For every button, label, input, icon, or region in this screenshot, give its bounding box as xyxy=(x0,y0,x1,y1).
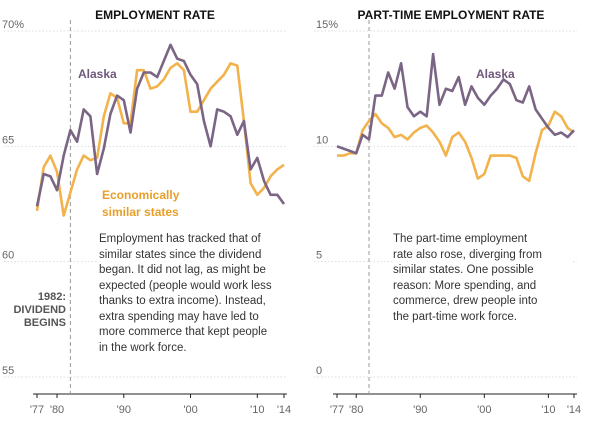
annotation-line: Employment has tracked that of xyxy=(99,233,261,245)
employment-annotation: Employment has tracked that of similar s… xyxy=(99,232,299,356)
similar-states-line xyxy=(337,110,575,183)
marker-label-line-1: 1982: xyxy=(38,291,66,303)
annotation-line: the part-time work force. xyxy=(393,310,517,323)
y-tick-label: 55 xyxy=(2,365,14,377)
x-tick-label: '77 xyxy=(30,404,44,416)
y-tick-label: 15% xyxy=(316,19,338,31)
alaska-series-label: Alaska xyxy=(476,67,515,81)
annotation-line: extra spending may have led to xyxy=(99,310,259,323)
chart-title: EMPLOYMENT RATE xyxy=(95,8,215,22)
x-tick-label: '80 xyxy=(50,404,64,416)
annotation-line: expected (people would work less xyxy=(99,279,272,292)
y-tick-label: 60 xyxy=(2,250,14,262)
x-tick-label: '14 xyxy=(567,404,581,416)
y-tick-labels: 0 5 10 15% xyxy=(316,19,338,377)
marker-label-line-3: BEGINS xyxy=(24,317,66,329)
y-tick-label: 70% xyxy=(2,19,24,31)
annotation-line: in the work force. xyxy=(99,341,187,354)
similar-states-label-line-2: similar states xyxy=(102,205,179,219)
annotation-line: similar states since the dividend xyxy=(99,248,262,261)
annotation-line: began. It did not lag, as might be xyxy=(99,264,266,276)
y-tick-label: 65 xyxy=(2,134,14,146)
alaska-series-label: Alaska xyxy=(78,67,117,81)
x-tick-label: '10 xyxy=(250,404,264,416)
annotation-line: commerce, drew people into xyxy=(393,295,538,307)
x-tick-label: '00 xyxy=(183,404,197,416)
x-tick-labels: '77 '80 '90 '00 '10 '14 xyxy=(330,393,581,416)
y-tick-label: 10 xyxy=(316,134,328,146)
chart-title: PART-TIME EMPLOYMENT RATE xyxy=(358,8,545,22)
x-tick-label: '90 xyxy=(117,404,131,416)
part-time-annotation: The part-time employment rate also rose,… xyxy=(393,232,573,325)
x-tick-label: '10 xyxy=(541,404,555,416)
x-tick-label: '00 xyxy=(477,404,491,416)
annotation-line: The part-time employment xyxy=(393,233,528,245)
annotation-line: thanks to extra income). Instead, xyxy=(99,295,266,307)
annotation-line: reason: More spending, and xyxy=(393,279,537,292)
part-time-employment-rate-chart: PART-TIME EMPLOYMENT RATE 0 5 10 15% '77 '80… xyxy=(314,8,581,416)
series-lines xyxy=(35,43,286,217)
similar-states-line xyxy=(35,61,285,217)
y-tick-label: 5 xyxy=(316,250,322,262)
alaska-line xyxy=(336,52,575,155)
x-tick-label: '14 xyxy=(277,404,291,416)
x-tick-label: '80 xyxy=(349,404,363,416)
series-lines xyxy=(336,52,575,183)
annotation-line: more commerce that kept people xyxy=(99,326,268,338)
y-tick-label: 0 xyxy=(316,365,322,377)
x-tick-labels: '77 '80 '90 '00 '10 '14 xyxy=(30,393,291,416)
employment-rate-chart: EMPLOYMENT RATE 55 60 65 70% '77 '80 '90 '00 '1… xyxy=(2,8,291,416)
x-tick-label: '77 xyxy=(330,404,344,416)
annotation-line: similar states. One possible xyxy=(393,264,534,276)
marker-label-line-2: DIVIDEND xyxy=(13,304,66,316)
y-gridlines xyxy=(314,30,577,378)
alaska-line xyxy=(35,43,286,207)
similar-states-label-line-1: Economically xyxy=(102,188,180,202)
y-tick-labels: 55 60 65 70% xyxy=(2,19,24,377)
x-tick-label: '90 xyxy=(413,404,427,416)
annotation-line: rate also rose, diverging from xyxy=(393,248,542,261)
